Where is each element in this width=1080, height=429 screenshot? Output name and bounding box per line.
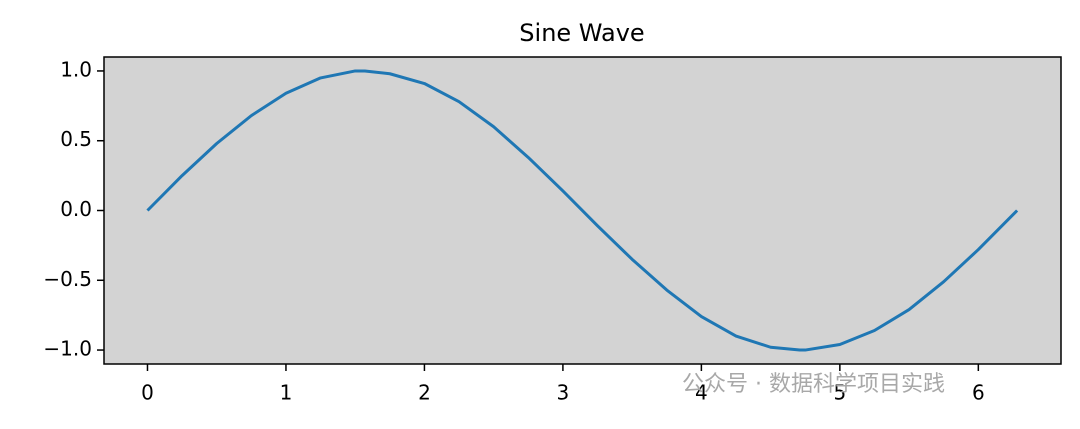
x-tick-label: 4 [695,381,708,405]
chart-title: Sine Wave [519,19,644,47]
plot-frame [103,56,1062,365]
line-series [146,69,1019,352]
y-tick-label: −1.0 [43,337,92,361]
x-tick-label: 0 [141,381,154,405]
x-tick-label: 5 [833,381,846,405]
y-tick-label: 0.0 [60,197,92,221]
x-tick-label: 2 [418,381,431,405]
watermark: 公众号 · 数据科学项目实践 [682,372,945,397]
y-tick-label: −0.5 [43,267,92,291]
x-tick-label: 3 [557,381,570,405]
y-tick-label: 1.0 [60,57,92,81]
x-tick-label: 6 [972,381,985,405]
x-tick-label: 1 [280,381,293,405]
y-tick-label: 0.5 [60,127,92,151]
